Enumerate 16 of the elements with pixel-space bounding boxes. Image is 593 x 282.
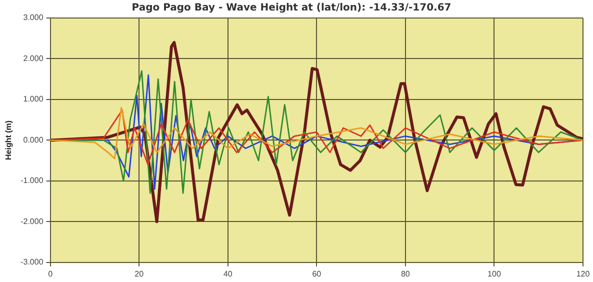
x-tick-label: 60 <box>312 269 322 278</box>
y-tick-label: -1.000 <box>20 176 44 186</box>
x-tick-label: 20 <box>134 269 144 278</box>
chart-title: Pago Pago Bay - Wave Height at (lat/lon): -14.33/-170.67 <box>132 2 452 14</box>
x-tick-label: 40 <box>223 269 233 278</box>
y-tick-label: 3.000 <box>23 13 44 22</box>
x-tick-label: 100 <box>488 269 502 278</box>
y-tick-label: -2.000 <box>20 216 44 226</box>
y-tick-label: 1.000 <box>23 94 44 104</box>
y-tick-label: -3.000 <box>20 258 44 267</box>
x-tick-label: 0 <box>48 269 54 278</box>
x-tick-label: 120 <box>576 269 590 278</box>
y-axis-title: Height (m) <box>4 120 14 160</box>
y-tick-label: 0.000 <box>23 135 44 144</box>
y-tick-label: 2.000 <box>23 54 44 63</box>
x-tick-label: 80 <box>400 269 410 278</box>
